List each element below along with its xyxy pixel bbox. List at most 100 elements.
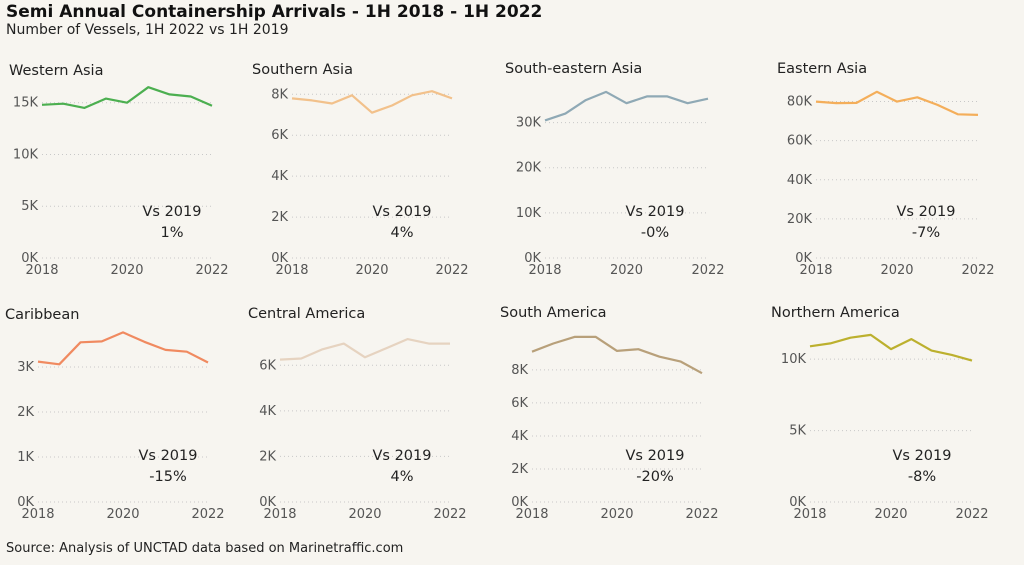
x-tick-label: 2022	[195, 263, 228, 278]
vs-2019-value: -7%	[912, 225, 940, 241]
y-tick-label: 6K	[259, 358, 276, 373]
y-tick-label: 8K	[271, 87, 288, 102]
panel-south-america: South America 0K 2K 4K 6K 8K 2018 2020 2022 Vs 20…	[500, 305, 719, 522]
panel-eastern-asia: Eastern Asia 0K 20K 40K 60K 80K 2018 2020 2022 Vs…	[777, 61, 995, 278]
x-tick-label: 2022	[961, 263, 994, 278]
series-line	[41, 86, 213, 110]
y-tick-label: 1K	[17, 450, 34, 465]
x-tick-label: 2018	[799, 263, 832, 278]
panel-southern-asia: Southern Asia 0K 2K 4K 6K 8K 2018 2020 2022 Vs 20…	[252, 62, 469, 278]
vs-2019-label: Vs 2019	[373, 448, 432, 464]
series-line	[279, 338, 450, 361]
source-note: Source: Analysis of UNCTAD data based on…	[6, 541, 404, 556]
x-tick-label: 2020	[874, 507, 907, 522]
y-tick-label: 8K	[511, 363, 528, 378]
series-line	[809, 333, 973, 362]
y-tick-label: 5K	[789, 424, 806, 439]
y-tick-label: 10K	[516, 206, 542, 221]
vs-2019-value: -8%	[908, 469, 936, 485]
vs-2019-value: -15%	[149, 469, 186, 485]
x-tick-label: 2020	[600, 507, 633, 522]
x-tick-label: 2022	[691, 263, 724, 278]
series-line	[531, 335, 703, 375]
x-tick-label: 2018	[25, 263, 58, 278]
panel-title: Southern Asia	[252, 62, 353, 78]
y-tick-label: 10K	[13, 147, 39, 162]
y-tick-label: 0K	[259, 495, 276, 510]
x-tick-label: 2018	[275, 263, 308, 278]
panel-title: Eastern Asia	[777, 61, 867, 77]
x-tick-label: 2020	[880, 263, 913, 278]
panel-title: Northern America	[771, 305, 900, 321]
x-tick-label: 2020	[110, 263, 143, 278]
panel-central-america: Central America 0K 2K 4K 6K 2018 2020 2022 Vs 20…	[248, 306, 467, 522]
series-line	[815, 90, 979, 116]
vs-2019-value: -20%	[636, 469, 673, 485]
x-tick-label: 2022	[191, 507, 224, 522]
panel-northern-america: Northern America 0K 5K 10K 2018 2020 2022 Vs 20…	[771, 305, 989, 522]
x-tick-label: 2018	[263, 507, 296, 522]
y-tick-label: 0K	[795, 251, 812, 266]
panel-title: Western Asia	[9, 63, 103, 79]
panel-caribbean: Caribbean 0K 1K 2K 3K 2018 2020 2022 Vs 2019 -15%	[5, 307, 225, 522]
y-tick-label: 2K	[271, 210, 288, 225]
vs-2019-label: Vs 2019	[626, 448, 685, 464]
y-tick-label: 4K	[511, 429, 528, 444]
x-tick-label: 2020	[106, 507, 139, 522]
panel-south-eastern-asia: South-eastern Asia 0K 10K 20K 30K 2018 2020 202…	[505, 61, 725, 278]
y-tick-label: 15K	[13, 96, 39, 111]
y-tick-label: 4K	[271, 169, 288, 184]
y-tick-label: 0K	[524, 251, 541, 266]
chart-subtitle: Number of Vessels, 1H 2022 vs 1H 2019	[6, 22, 289, 38]
y-tick-label: 80K	[787, 95, 813, 110]
y-tick-label: 0K	[789, 495, 806, 510]
panel-title: South-eastern Asia	[505, 61, 642, 77]
x-tick-label: 2020	[610, 263, 643, 278]
y-tick-label: 60K	[787, 134, 813, 149]
x-tick-label: 2018	[515, 507, 548, 522]
x-tick-label: 2022	[955, 507, 988, 522]
y-tick-label: 40K	[787, 173, 813, 188]
chart-title: Semi Annual Containership Arrivals - 1H …	[6, 2, 543, 22]
y-tick-label: 20K	[516, 161, 542, 176]
y-tick-label: 5K	[21, 199, 38, 214]
y-tick-label: 0K	[271, 251, 288, 266]
panel-western-asia: Western Asia 0K 5K 10K 15K 2018 2020 2022 Vs 201…	[9, 63, 229, 278]
vs-2019-value: 4%	[390, 469, 413, 485]
vs-2019-label: Vs 2019	[893, 448, 952, 464]
vs-2019-value: -0%	[641, 225, 669, 241]
vs-2019-value: 4%	[390, 225, 413, 241]
x-tick-label: 2018	[528, 263, 561, 278]
y-tick-label: 0K	[17, 495, 34, 510]
y-tick-label: 6K	[511, 396, 528, 411]
x-tick-label: 2018	[21, 507, 54, 522]
vs-2019-label: Vs 2019	[626, 204, 685, 220]
y-tick-label: 6K	[271, 128, 288, 143]
panel-title: South America	[500, 305, 607, 321]
panel-title: Central America	[248, 306, 365, 322]
series-line	[37, 331, 209, 366]
y-tick-label: 20K	[787, 212, 813, 227]
x-tick-label: 2022	[433, 507, 466, 522]
vs-2019-label: Vs 2019	[139, 448, 198, 464]
series-line	[544, 90, 709, 122]
y-tick-label: 0K	[21, 251, 38, 266]
y-tick-label: 0K	[511, 495, 528, 510]
x-tick-label: 2022	[685, 507, 718, 522]
y-tick-label: 2K	[259, 449, 276, 464]
x-tick-label: 2022	[435, 263, 468, 278]
vs-2019-label: Vs 2019	[373, 204, 432, 220]
x-tick-label: 2018	[793, 507, 826, 522]
x-tick-label: 2020	[355, 263, 388, 278]
y-tick-label: 2K	[511, 462, 528, 477]
vs-2019-label: Vs 2019	[143, 204, 202, 220]
y-tick-label: 10K	[781, 352, 807, 367]
series-line	[291, 90, 453, 114]
vs-2019-value: 1%	[160, 225, 183, 241]
y-tick-label: 3K	[17, 360, 34, 375]
y-tick-label: 4K	[259, 404, 276, 419]
y-tick-label: 30K	[516, 116, 542, 131]
x-tick-label: 2020	[348, 507, 381, 522]
panel-title: Caribbean	[5, 307, 79, 323]
